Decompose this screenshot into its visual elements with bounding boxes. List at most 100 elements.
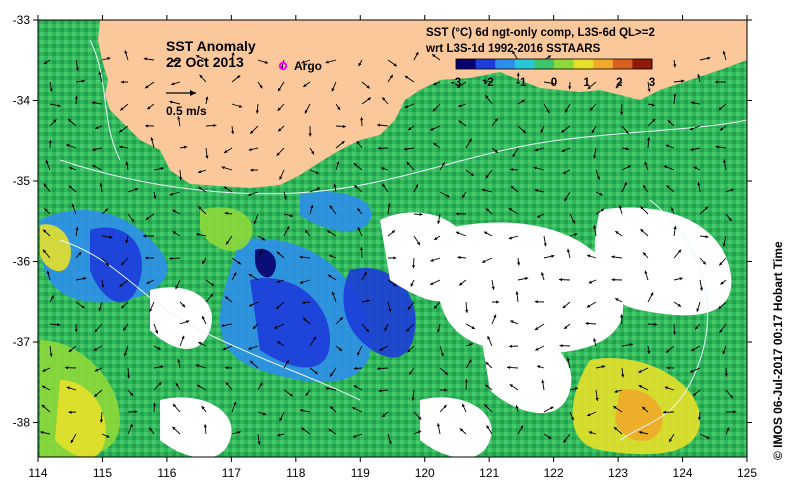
- velocity-arrowhead: [722, 243, 726, 247]
- velocity-arrowhead: [146, 280, 150, 284]
- velocity-arrowhead: [601, 365, 606, 369]
- anomaly-patch: [40, 224, 71, 272]
- velocity-arrowhead: [305, 392, 309, 396]
- velocity-arrowhead: [44, 208, 48, 212]
- velocity-arrowhead: [643, 252, 647, 256]
- velocity-arrowhead: [459, 428, 464, 432]
- velocity-arrowhead: [222, 347, 226, 351]
- velocity-arrowhead: [673, 93, 677, 97]
- velocity-arrowhead: [179, 177, 183, 181]
- velocity-arrowhead: [551, 254, 555, 258]
- velocity-arrowhead: [669, 438, 673, 443]
- velocity-arrowhead: [415, 51, 419, 56]
- velocity-arrowhead: [702, 261, 706, 265]
- velocity-arrowhead: [409, 371, 413, 375]
- velocity-arrowhead: [715, 145, 719, 149]
- no-data-patch: [594, 207, 732, 316]
- velocity-arrowhead: [299, 255, 303, 259]
- velocity-arrowhead: [264, 60, 269, 64]
- velocity-arrowhead: [533, 166, 537, 170]
- velocity-arrowhead: [485, 384, 489, 388]
- velocity-arrowhead: [303, 83, 307, 87]
- velocity-arrowhead: [46, 270, 50, 275]
- velocity-arrowhead: [696, 308, 700, 312]
- velocity-arrowhead: [249, 303, 253, 307]
- velocity-arrowhead: [98, 307, 102, 312]
- velocity-arrowhead: [301, 60, 305, 64]
- velocity-arrowhead: [66, 386, 71, 390]
- velocity-arrowhead: [419, 212, 423, 216]
- velocity-arrowhead: [614, 389, 618, 393]
- velocity-arrowhead: [134, 410, 138, 414]
- velocity-arrowhead: [233, 272, 237, 276]
- velocity-arrowhead: [286, 226, 290, 230]
- velocity-arrowhead: [237, 261, 241, 265]
- velocity-arrowhead: [377, 146, 381, 150]
- velocity-arrowhead: [81, 79, 85, 83]
- velocity-arrowhead: [587, 413, 591, 417]
- velocity-arrowhead: [259, 382, 263, 386]
- velocity-arrowhead: [535, 347, 539, 351]
- velocity-arrowhead: [485, 95, 489, 99]
- velocity-arrowhead: [248, 274, 253, 277]
- velocity-arrowhead: [593, 155, 597, 159]
- velocity-arrowhead: [195, 364, 199, 368]
- velocity-arrowhead: [143, 234, 147, 238]
- velocity-arrowhead: [250, 130, 254, 134]
- velocity-arrowhead: [599, 192, 603, 196]
- velocity-arrowhead: [274, 325, 278, 329]
- velocity-arrowhead: [147, 106, 151, 110]
- plot-frame: [37, 19, 748, 458]
- velocity-arrowhead: [461, 194, 465, 199]
- velocity-arrowhead: [367, 97, 371, 101]
- velocity-arrowhead: [283, 196, 287, 200]
- velocity-arrowhead: [574, 387, 579, 391]
- velocity-arrowhead: [733, 410, 737, 414]
- y-tick-label: -34: [13, 94, 31, 108]
- velocity-arrowhead: [358, 62, 362, 67]
- velocity-arrowhead: [236, 75, 241, 79]
- anomaly-patch: [343, 268, 416, 358]
- velocity-arrowhead: [53, 119, 57, 123]
- velocity-arrowhead: [328, 274, 332, 278]
- velocity-arrowhead: [257, 441, 261, 445]
- velocity-arrowhead: [259, 249, 263, 254]
- x-tick-label: 116: [157, 466, 176, 480]
- velocity-arrowhead: [534, 300, 538, 304]
- velocity-arrowhead: [172, 209, 176, 213]
- velocity-arrowhead: [559, 278, 563, 282]
- velocity-arrowhead: [441, 162, 445, 166]
- velocity-arrowhead: [129, 423, 133, 428]
- velocity-arrowhead: [485, 208, 490, 212]
- velocity-arrowhead: [121, 261, 125, 266]
- velocity-arrowhead: [175, 382, 179, 387]
- velocity-arrowhead: [45, 160, 49, 164]
- velocity-arrowhead: [510, 186, 515, 190]
- velocity-arrowhead: [418, 416, 422, 420]
- x-tick-label: 125: [737, 466, 757, 480]
- velocity-arrowhead: [722, 350, 726, 355]
- velocity-arrowhead: [404, 75, 409, 79]
- velocity-arrowhead: [43, 61, 48, 64]
- velocity-arrowhead: [723, 159, 727, 163]
- no-data-patch: [150, 287, 212, 349]
- velocity-arrowhead: [465, 309, 469, 313]
- velocity-arrowhead: [202, 260, 206, 264]
- colorbar-swatch: [593, 59, 614, 69]
- velocity-arrowhead: [107, 57, 111, 61]
- colorbar-swatch: [612, 59, 633, 69]
- y-tick-label: -33: [13, 13, 31, 27]
- velocity-arrowhead: [169, 192, 173, 196]
- velocity-arrowhead: [585, 321, 589, 326]
- velocity-arrowhead: [507, 365, 511, 370]
- velocity-arrowhead: [327, 230, 331, 234]
- velocity-arrowhead: [262, 412, 267, 416]
- velocity-arrowhead: [534, 148, 539, 152]
- no-data-patch: [160, 397, 232, 457]
- colorbar-tick-label: 2: [616, 77, 622, 89]
- no-data-patch: [420, 397, 492, 457]
- velocity-arrowhead: [172, 403, 177, 408]
- velocity-arrowhead: [252, 325, 257, 329]
- velocity-arrowhead: [202, 316, 205, 320]
- velocity-arrowhead: [183, 145, 188, 149]
